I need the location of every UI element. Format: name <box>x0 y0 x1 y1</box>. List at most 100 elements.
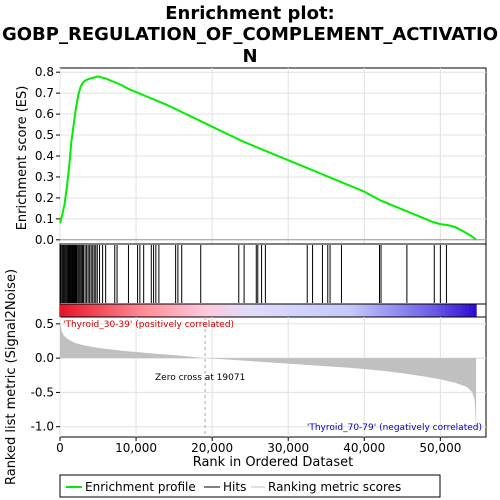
rank-bar-segment <box>70 304 75 317</box>
metric-panel: 0.5 0.0 -0.5 -1.0 'Thyroid_30-39' (positive… <box>4 269 487 485</box>
rank-bar-segment <box>403 304 408 317</box>
rank-bar-segment <box>268 304 273 317</box>
metric-y-tick-label: -0.5 <box>31 385 54 399</box>
es-y-ticks: 0.0 0.1 0.2 0.3 0.4 0.5 0.6 0.7 0.8 <box>35 65 60 247</box>
rank-bar-segment <box>146 304 151 317</box>
rank-bar-segment <box>410 304 415 317</box>
rank-bar-segment <box>184 304 189 317</box>
es-y-tick-label: 0.7 <box>35 86 54 100</box>
rank-bar-segment <box>233 304 238 317</box>
rank-bar-segment <box>465 304 470 317</box>
rank-bar-segment <box>261 304 266 317</box>
rank-bar-segment <box>84 304 89 317</box>
rank-bar-segment <box>330 304 335 317</box>
rank-bar-segment <box>243 304 248 317</box>
rank-bar-segment <box>271 304 276 317</box>
rank-bar-segment <box>375 304 380 317</box>
rank-bar-segment <box>281 304 286 317</box>
x-ticks: 0 10,000 20,000 30,000 40,000 50,000 <box>56 437 461 455</box>
rank-bar-segment <box>139 304 144 317</box>
rank-bar-segment <box>115 304 120 317</box>
rank-bar-segment <box>118 304 124 317</box>
rank-bar-segment <box>441 304 446 317</box>
rank-bar-segment <box>167 304 172 317</box>
rank-bar-segment <box>354 304 359 317</box>
hits-lines <box>60 245 447 303</box>
rank-bar-segment <box>385 304 391 317</box>
rank-color-bar <box>59 303 487 318</box>
rank-bar-segment <box>136 304 141 317</box>
rank-bar-segment <box>174 304 179 317</box>
x-tick-label: 10,000 <box>115 441 157 455</box>
rank-bar-segment <box>188 304 193 317</box>
rank-bar-segment <box>382 304 387 317</box>
rank-bar-segment <box>327 304 332 317</box>
es-y-tick-label: 0.5 <box>35 128 54 142</box>
enrichment-profile-line <box>59 75 477 241</box>
rank-bar-segment <box>164 304 169 317</box>
rank-bar-segment <box>351 304 356 317</box>
rank-bar-segment <box>431 304 436 317</box>
rank-bar-segment <box>257 304 262 317</box>
hits-panel <box>59 243 487 305</box>
x-tick-label: 20,000 <box>191 441 233 455</box>
rank-bar-segment <box>434 304 439 317</box>
rank-bar-segment <box>160 304 165 317</box>
rank-bar-segment <box>337 304 342 317</box>
rank-bar-segment <box>216 304 221 317</box>
rank-bar-segment <box>264 304 269 317</box>
rank-bar-segment <box>420 304 425 317</box>
rank-bar-segment <box>219 304 224 317</box>
rank-bar-segment <box>101 304 106 317</box>
es-panel: 0.0 0.1 0.2 0.3 0.4 0.5 0.6 0.7 0.8 Enrichment s… <box>15 65 487 247</box>
rank-bar-segment <box>368 304 373 317</box>
rank-bar-segment <box>226 304 231 317</box>
es-y-tick-label: 0.2 <box>35 191 54 205</box>
rank-bar-segment <box>309 304 314 317</box>
metric-y-tick-label: 0.5 <box>35 317 54 331</box>
rank-bar-segment <box>417 304 422 317</box>
rank-bar-segment <box>157 304 162 317</box>
rank-bar-segment <box>132 304 137 317</box>
es-y-tick-label: 0.4 <box>35 149 54 163</box>
rank-bar-segment <box>209 304 214 317</box>
rank-bar-segment <box>105 304 110 317</box>
rank-bar-segment <box>195 304 200 317</box>
metric-y-tick-label: -1.0 <box>31 420 54 434</box>
rank-bar-segment <box>91 304 96 317</box>
rank-bar-segment <box>295 304 300 317</box>
rank-bar-segment <box>462 304 467 317</box>
x-tick-label: 40,000 <box>343 441 385 455</box>
legend-label-metric: Ranking metric scores <box>268 480 401 494</box>
rank-bar-segment <box>202 304 207 317</box>
rank-bar-segment <box>198 304 203 317</box>
rank-bar-segment <box>122 304 127 317</box>
rank-bar-segment <box>205 304 210 317</box>
rank-bar-segment <box>455 304 460 317</box>
rank-bar-segment <box>340 304 345 317</box>
rank-bar-segment <box>347 304 352 317</box>
es-y-tick-label: 0.6 <box>35 107 54 121</box>
rank-bar-segment <box>392 304 397 317</box>
rank-bar-segment <box>143 304 148 317</box>
es-y-tick-label: 0.3 <box>35 170 54 184</box>
legend: Enrichment profile Hits Ranking metric s… <box>59 474 441 498</box>
x-axis-label: Rank in Ordered Dataset <box>193 455 354 470</box>
rank-bar-segment <box>292 304 297 317</box>
chart-title-line-1: Enrichment plot: <box>165 3 335 24</box>
metric-grid <box>59 317 486 437</box>
rank-bar-segment <box>274 304 280 317</box>
rank-bar-segment <box>112 304 117 317</box>
rank-bar-segments <box>60 304 477 317</box>
rank-bar-segment <box>365 304 370 317</box>
rank-bar-segment <box>150 304 155 317</box>
rank-bar-segment <box>451 304 456 317</box>
rank-bar-segment <box>458 304 463 317</box>
rank-bar-segment <box>320 304 325 317</box>
rank-bar-segment <box>285 304 290 317</box>
rank-bar-segment <box>77 304 82 317</box>
rank-bar-segment <box>358 304 363 317</box>
rank-bar-segment <box>63 304 68 317</box>
rank-bar-segment <box>212 304 217 317</box>
